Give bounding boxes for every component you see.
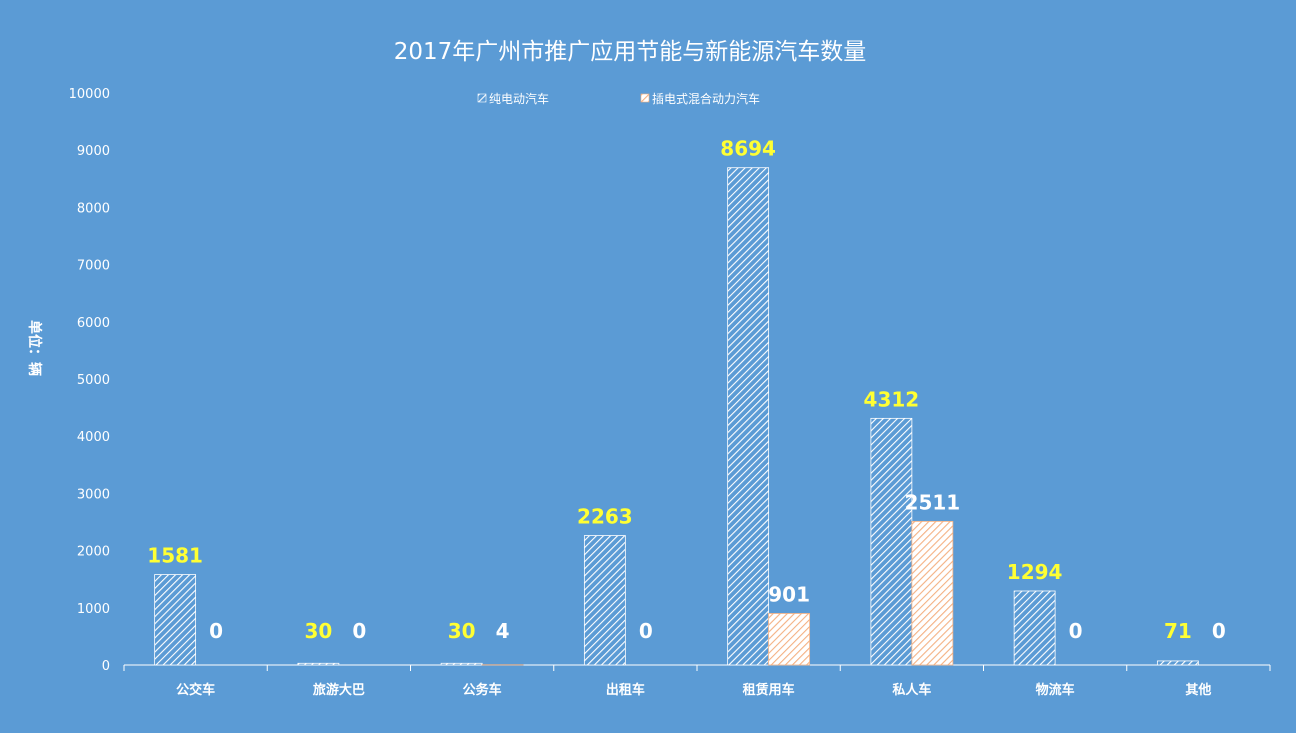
x-tick-label: 出租车: [606, 682, 645, 698]
y-tick-label: 5000: [77, 373, 110, 388]
bars: [155, 168, 1199, 665]
data-label: 4: [496, 619, 510, 643]
y-tick-label: 6000: [77, 316, 110, 331]
x-tick-label: 旅游大巴: [313, 682, 365, 698]
y-tick-label: 1000: [77, 602, 110, 617]
legend-label: 纯电动汽车: [489, 91, 549, 106]
x-axis: 公交车 旅游大巴 公务车 出租车 租赁用车 私人车 物流车 其他: [124, 665, 1270, 698]
data-label: 8694: [720, 137, 776, 161]
data-label: 0: [209, 619, 223, 643]
bar: [584, 536, 625, 665]
y-axis: 0 1000 2000 3000 4000 5000 6000 7000 8000 9000 100…: [69, 87, 110, 674]
y-tick-label: 9000: [77, 144, 110, 159]
legend: 纯电动汽车 插电式混合动力汽车: [478, 91, 760, 106]
x-tick-label: 物流车: [1036, 682, 1075, 698]
data-label: 901: [768, 582, 810, 606]
bar: [1014, 591, 1055, 665]
x-tick-label: 私人车: [892, 682, 931, 698]
data-label: 30: [304, 619, 332, 643]
data-label: 30: [448, 619, 476, 643]
data-labels: 1581 0 30 0 30 4 2263 0 8694 901 4312 2511 1294 0 71 0: [147, 137, 1226, 643]
bar: [871, 418, 912, 665]
x-tick-label: 其他: [1185, 682, 1211, 698]
data-label: 0: [1212, 619, 1226, 643]
bar: [912, 521, 953, 665]
chart-title: 2017年广州市推广应用节能与新能源汽车数量: [394, 39, 867, 65]
bar: [1157, 661, 1198, 665]
bar: [441, 663, 482, 665]
data-label: 0: [639, 619, 653, 643]
y-tick-label: 3000: [77, 487, 110, 502]
legend-swatch: [478, 94, 486, 102]
data-label: 0: [352, 619, 366, 643]
legend-label: 插电式混合动力汽车: [652, 91, 760, 106]
y-tick-label: 0: [102, 659, 110, 674]
data-label: 71: [1164, 619, 1192, 643]
y-tick-label: 8000: [77, 201, 110, 216]
bar: [769, 613, 810, 665]
legend-swatch: [641, 94, 649, 102]
y-axis-label: 单位：辆: [26, 320, 43, 376]
data-label: 2511: [905, 490, 961, 514]
data-label: 0: [1069, 619, 1083, 643]
y-tick-label: 7000: [77, 259, 110, 274]
y-tick-label: 2000: [77, 545, 110, 560]
x-tick-label: 公务车: [463, 682, 502, 698]
data-label: 1581: [147, 544, 203, 568]
data-label: 4312: [864, 387, 920, 411]
x-tick-label: 公交车: [176, 682, 215, 698]
data-label: 1294: [1007, 560, 1063, 584]
bar: [298, 663, 339, 665]
y-tick-label: 4000: [77, 430, 110, 445]
x-tick-label: 租赁用车: [743, 682, 795, 698]
y-tick-label: 10000: [69, 87, 110, 102]
bar: [155, 575, 196, 665]
data-label: 2263: [577, 505, 633, 529]
bar: [728, 168, 769, 665]
